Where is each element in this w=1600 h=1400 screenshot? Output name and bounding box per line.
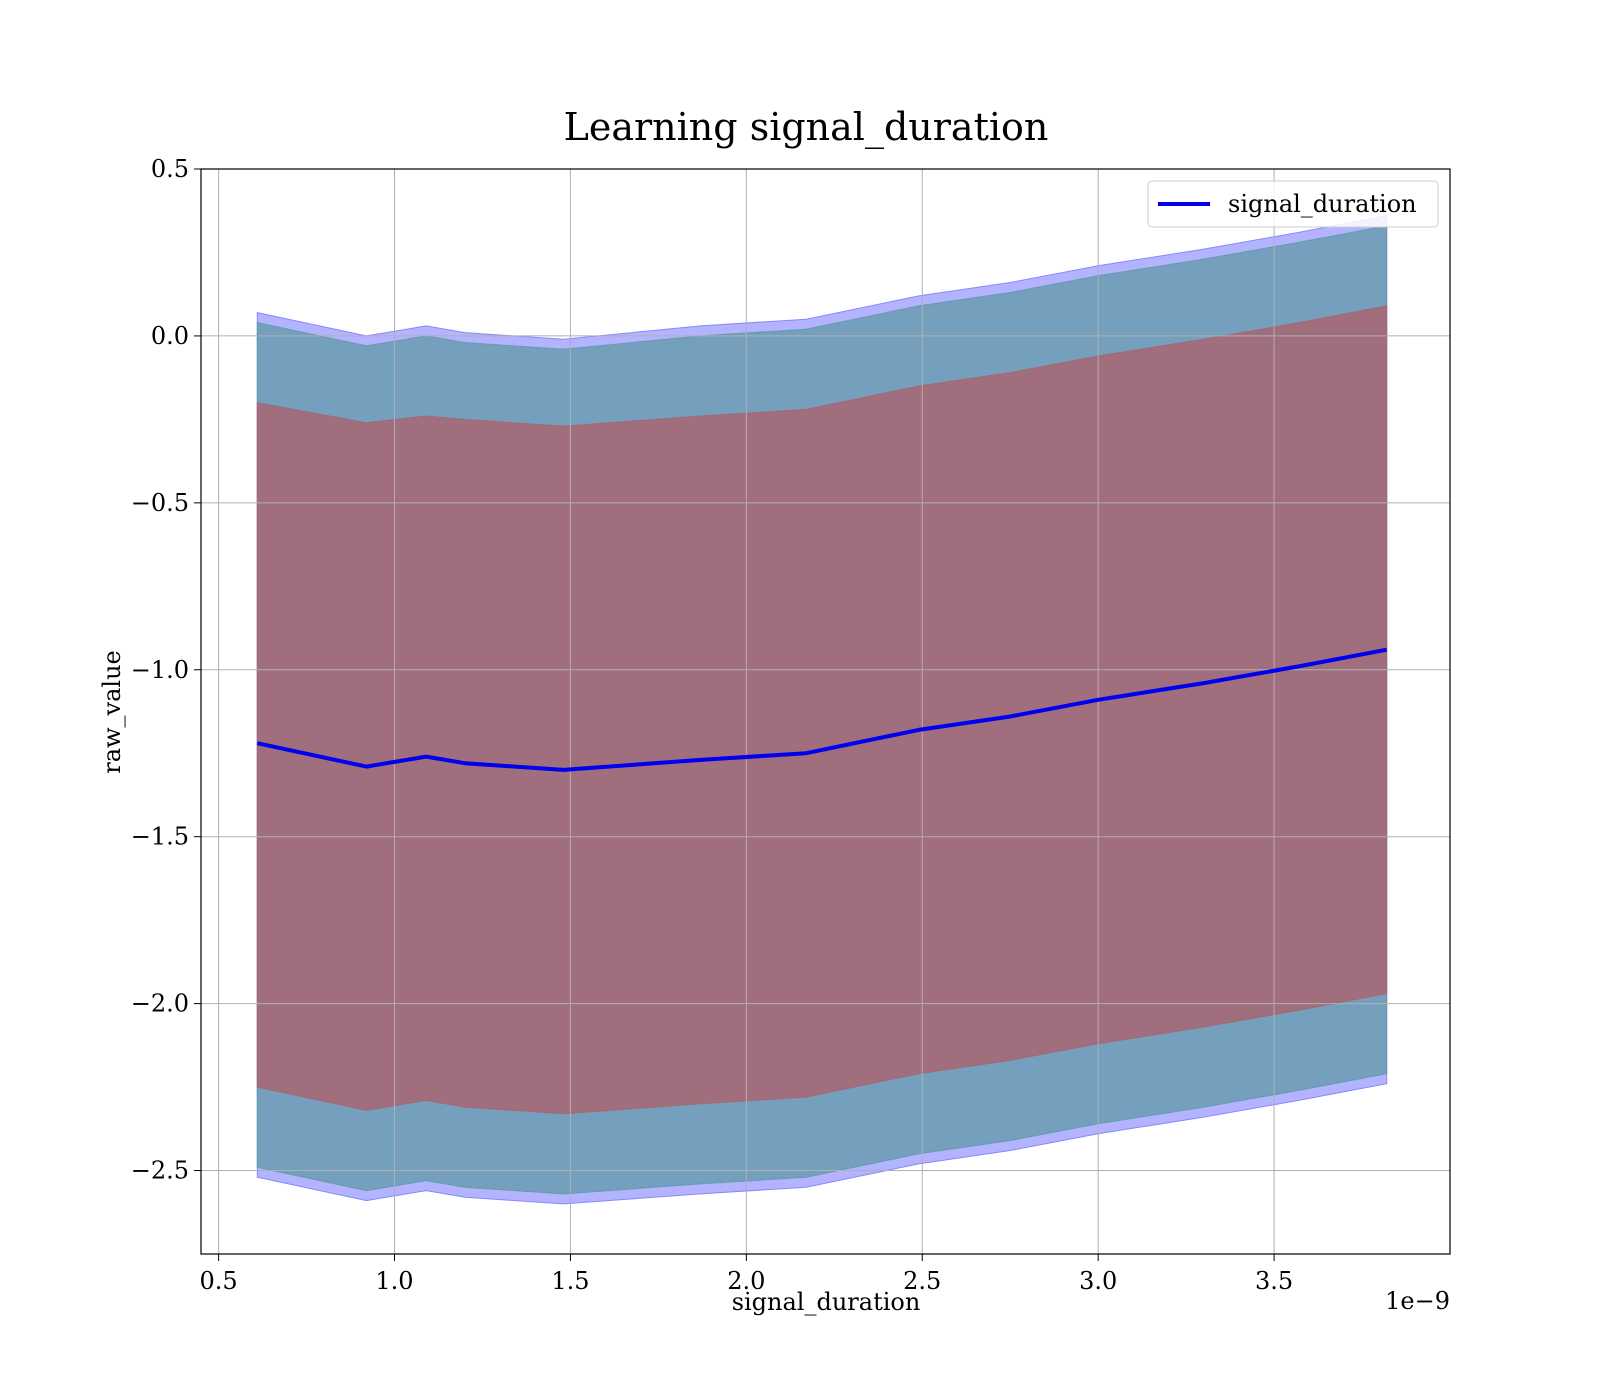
y-axis-label: raw_value xyxy=(98,650,126,774)
x-axis-offset-label: 1e−9 xyxy=(1385,1287,1450,1315)
legend-label: signal_duration xyxy=(1228,190,1417,218)
plot-frame xyxy=(200,168,1451,1255)
x-axis-label: signal_duration xyxy=(732,1288,921,1316)
legend-box xyxy=(1147,180,1439,228)
y-tick-label: −0.5 xyxy=(131,489,189,517)
series-lines xyxy=(256,647,1388,772)
confidence-bands xyxy=(256,215,1388,1205)
y-tick-label: 0.5 xyxy=(151,155,189,183)
grid xyxy=(201,168,1450,1254)
x-tick-label: 0.5 xyxy=(200,1267,238,1295)
x-tick-label: 3.5 xyxy=(1255,1267,1293,1295)
y-axis-ticks: 0.5 0.0 −0.5 −1.0 −1.5 −2.0 −2.5 xyxy=(131,155,201,1185)
confidence-band-3 xyxy=(256,305,1388,1115)
x-tick-label: 2.5 xyxy=(903,1267,941,1295)
x-tick-label: 3.0 xyxy=(1079,1267,1117,1295)
x-tick-label: 1.0 xyxy=(375,1267,413,1295)
legend: signal_duration xyxy=(1147,180,1439,228)
x-tick-label: 1.5 xyxy=(551,1267,589,1295)
y-tick-label: −2.5 xyxy=(131,1157,189,1185)
y-tick-label: −1.0 xyxy=(131,656,189,684)
y-tick-label: −2.0 xyxy=(131,990,189,1018)
y-tick-label: 0.0 xyxy=(151,322,189,350)
y-tick-label: −1.5 xyxy=(131,823,189,851)
series-line-signal_duration xyxy=(256,647,1388,772)
x-tick-label: 2.0 xyxy=(727,1267,765,1295)
chart-title: Learning signal_duration xyxy=(564,105,1049,150)
x-axis-ticks: 0.5 1.0 1.5 2.0 2.5 3.0 3.5 xyxy=(200,1254,1293,1295)
